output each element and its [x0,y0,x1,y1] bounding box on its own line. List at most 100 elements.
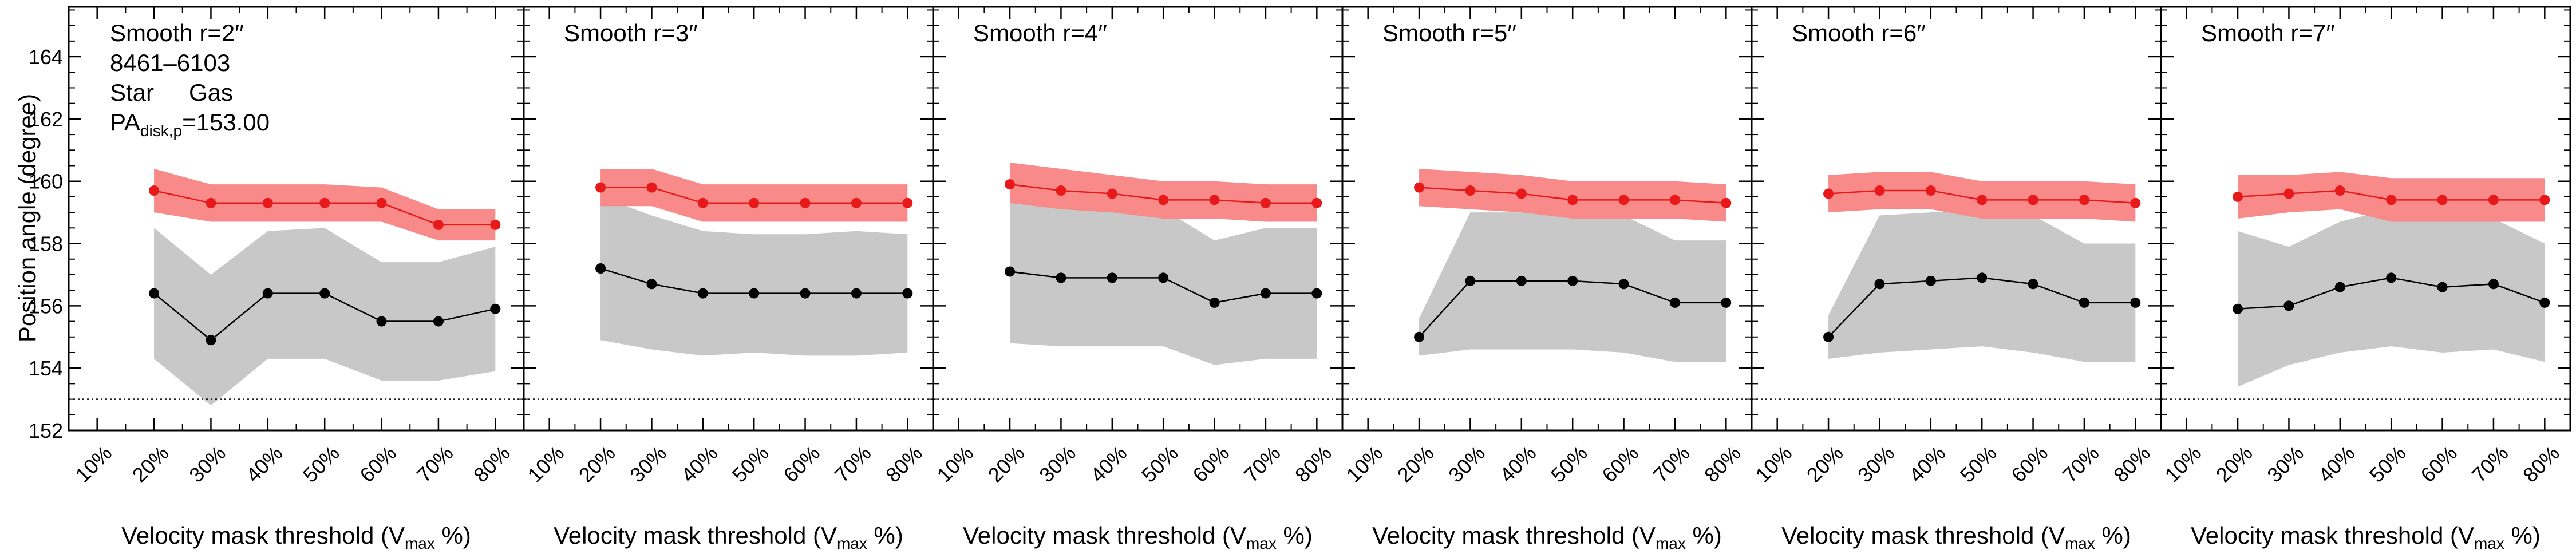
gas-point [1669,195,1680,205]
disk-pa-label: PAdisk,p=153.00 [110,109,270,140]
star-point [1260,288,1271,299]
gas-point [433,219,444,230]
x-tick-label: 80% [469,441,515,487]
gas-point [2437,195,2448,205]
gas-point [1567,195,1578,205]
x-tick-label: 80% [1290,441,1336,487]
x-axis-title: Velocity mask threshold (Vmax %) [963,522,1313,552]
x-axis-title: Velocity mask threshold (Vmax %) [554,522,903,552]
gas-point [595,182,606,193]
star-point [2437,282,2448,292]
star-point [646,279,657,290]
gas-point [2283,188,2294,199]
gas-point [376,197,387,208]
x-tick-label: 60% [1188,441,1234,487]
star-point [595,263,606,274]
y-tick-label: 154 [29,357,63,380]
y-tick-label: 160 [29,170,63,193]
star-point [749,288,760,299]
star-point [1823,331,1834,342]
gas-point [1005,179,1016,190]
x-tick-label: 10% [2160,441,2206,487]
y-tick-label: 152 [29,419,63,442]
x-tick-label: 30% [625,441,671,487]
x-tick-label: 80% [881,441,927,487]
y-axis-title-group: Position angle (degree) [14,94,41,342]
gas-point [1516,188,1527,199]
star-point [319,288,330,299]
x-tick-label: 50% [728,441,773,487]
star-point [1209,297,1220,308]
x-tick-label: 40% [242,441,287,487]
x-tick-label: 80% [2109,441,2155,487]
x-tick-label: 30% [1034,441,1080,487]
star-error-band [1419,212,1726,362]
gas-point [2334,185,2345,196]
legend-star-label: Star [110,79,154,106]
x-tick-label: 70% [412,441,458,487]
gas-point [262,197,273,208]
gas-point [1260,197,1271,208]
gas-point [1925,185,1936,196]
x-tick-label: 20% [2211,441,2257,487]
x-tick-label: 60% [2416,441,2462,487]
star-point [851,288,862,299]
gas-point [697,197,708,208]
star-point [1465,275,1476,286]
panel-title: Smooth r=6′′ [1792,19,1926,46]
gas-point [1465,185,1476,196]
star-error-band [600,196,908,356]
gas-point [2079,195,2089,205]
x-tick-label: 20% [983,441,1029,487]
star-point [2028,279,2038,290]
star-point [1311,288,1322,299]
panel-5: 10% 20% 30% 40% 50% 60% 70% 80% Smooth r=6′′ Velo… [1751,6,2162,552]
star-point [1874,279,1885,290]
x-axis-title: Velocity mask threshold (Vmax %) [121,522,471,552]
gas-point [490,219,501,230]
gas-point [1977,195,1988,205]
star-point [902,288,913,299]
x-tick-label: 70% [1649,441,1694,487]
star-point [1107,272,1117,283]
x-tick-label: 30% [2262,441,2308,487]
x-tick-label: 30% [1853,441,1899,487]
x-axis-title: Velocity mask threshold (Vmax %) [1372,522,1722,552]
star-point [1414,331,1425,342]
x-tick-label: 40% [1905,441,1950,487]
x-axis-title: Velocity mask threshold (Vmax %) [1781,522,2131,552]
star-point [1516,275,1527,286]
x-tick-label: 70% [830,441,876,487]
gas-error-band [1010,163,1317,222]
x-tick-label: 70% [2058,441,2104,487]
panel-title: Smooth r=7′′ [2201,19,2335,46]
star-point [1669,297,1680,308]
x-tick-label: 20% [1802,441,1848,487]
star-point [2233,303,2243,314]
x-tick-label: 10% [932,441,978,487]
panel-2: 10% 20% 30% 40% 50% 60% 70% 80% Smooth r=3′′ Velo… [523,6,934,552]
x-tick-label: 20% [1393,441,1439,487]
gas-point [1056,185,1066,196]
gas-error-band [600,168,908,222]
x-tick-label: 70% [1239,441,1285,487]
gas-point [2386,195,2397,205]
gas-point [2233,191,2243,202]
x-tick-label: 10% [70,441,116,487]
gas-point [646,182,657,193]
star-point [2539,297,2550,308]
x-tick-label: 40% [1495,441,1541,487]
panel-title: Smooth r=5′′ [1382,19,1516,46]
gas-point [800,197,811,208]
gas-point [2539,195,2550,205]
star-point [1977,272,1988,283]
star-point [376,316,387,327]
x-tick-label: 50% [1546,441,1592,487]
x-tick-label: 40% [1086,441,1132,487]
star-point [433,316,444,327]
star-error-band [1828,209,2136,362]
gas-point [2130,197,2141,208]
star-error-band [154,228,496,406]
star-point [2283,300,2294,311]
x-tick-label: 80% [2518,441,2564,487]
